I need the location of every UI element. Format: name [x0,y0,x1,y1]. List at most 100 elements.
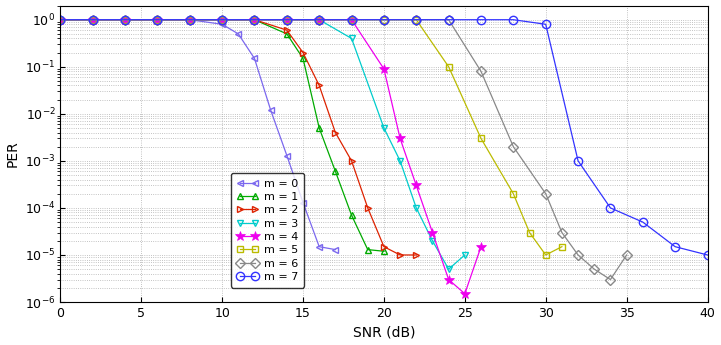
m = 0 [283,154,291,158]
m = 4 [461,292,469,296]
m = 4 [396,136,404,140]
m = 5 [348,18,356,22]
m = 1 [315,126,324,130]
m = 3 [379,126,388,130]
m = 5 [315,18,324,22]
m = 2 [250,18,259,22]
m = 5 [120,18,129,22]
m = 1 [250,18,259,22]
m = 5 [444,65,453,69]
m = 2 [363,206,372,210]
m = 2 [218,18,226,22]
m = 4 [412,184,420,188]
m = 4 [89,18,97,22]
m = 1 [185,18,194,22]
Line: m = 3: m = 3 [57,16,468,273]
m = 3 [218,18,226,22]
m = 6 [412,18,420,22]
m = 6 [622,253,631,257]
m = 3 [56,18,65,22]
m = 4 [153,18,162,22]
m = 0 [185,18,194,22]
m = 0 [218,22,226,26]
m = 7 [639,220,647,224]
m = 6 [283,18,291,22]
m = 3 [89,18,97,22]
m = 0 [315,245,324,249]
m = 4 [218,18,226,22]
m = 4 [56,18,65,22]
m = 2 [185,18,194,22]
m = 7 [671,245,679,249]
m = 3 [444,267,453,271]
m = 7 [89,18,97,22]
m = 4 [428,230,437,235]
m = 3 [283,18,291,22]
m = 7 [574,159,583,163]
m = 5 [379,18,388,22]
m = 3 [348,36,356,40]
m = 2 [379,245,388,249]
Legend: m = 0, m = 1, m = 2, m = 3, m = 4, m = 5, m = 6, m = 7: m = 0, m = 1, m = 2, m = 3, m = 4, m = 5… [231,173,304,288]
m = 7 [703,253,712,257]
m = 7 [250,18,259,22]
m = 6 [541,192,550,196]
m = 3 [120,18,129,22]
m = 7 [315,18,324,22]
Line: m = 1: m = 1 [57,16,387,255]
m = 3 [396,159,404,163]
m = 0 [298,200,307,205]
m = 3 [412,206,420,210]
m = 5 [218,18,226,22]
m = 0 [153,18,162,22]
m = 7 [412,18,420,22]
m = 2 [412,253,420,257]
m = 6 [120,18,129,22]
m = 1 [379,249,388,253]
m = 7 [283,18,291,22]
m = 0 [234,32,243,36]
m = 7 [218,18,226,22]
m = 4 [379,67,388,71]
m = 2 [396,253,404,257]
m = 6 [606,277,615,282]
m = 7 [379,18,388,22]
Line: m = 0: m = 0 [57,16,339,253]
m = 5 [283,18,291,22]
m = 3 [315,18,324,22]
m = 6 [509,145,518,149]
m = 1 [331,169,340,174]
m = 7 [444,18,453,22]
m = 6 [477,69,485,73]
m = 1 [89,18,97,22]
m = 4 [283,18,291,22]
m = 0 [250,57,259,61]
m = 2 [348,159,356,163]
m = 0 [56,18,65,22]
m = 0 [120,18,129,22]
m = 5 [56,18,65,22]
m = 4 [120,18,129,22]
m = 5 [412,18,420,22]
m = 7 [541,22,550,26]
m = 0 [266,108,275,112]
m = 1 [120,18,129,22]
m = 0 [331,248,340,252]
m = 1 [348,213,356,217]
m = 7 [120,18,129,22]
m = 5 [89,18,97,22]
m = 1 [298,57,307,61]
m = 7 [509,18,518,22]
m = 6 [574,253,583,257]
Line: m = 5: m = 5 [57,16,565,258]
Line: m = 7: m = 7 [56,16,712,259]
m = 5 [525,230,534,235]
m = 4 [185,18,194,22]
m = 1 [56,18,65,22]
m = 1 [283,32,291,36]
m = 6 [557,230,566,235]
m = 4 [444,277,453,282]
m = 2 [56,18,65,22]
m = 6 [250,18,259,22]
m = 4 [315,18,324,22]
